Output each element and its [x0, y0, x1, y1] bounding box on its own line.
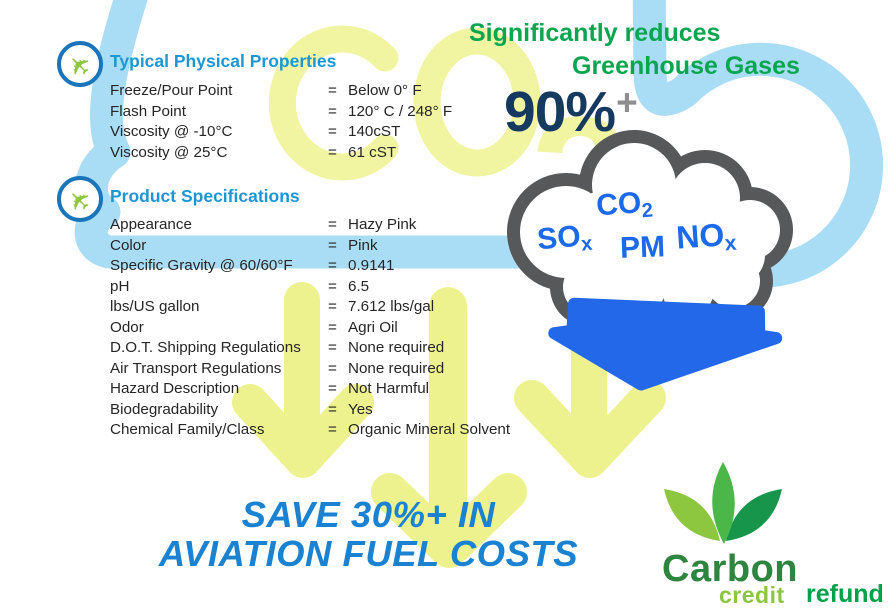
- gas-label-co2: CO2: [595, 185, 653, 225]
- spec-row: Color = Pink: [110, 236, 510, 257]
- spec-label: pH: [110, 277, 130, 295]
- equals-sign: =: [328, 257, 337, 275]
- spec-value: None required: [348, 339, 445, 357]
- spec-row: Appearance = Hazy Pink: [110, 215, 510, 236]
- stat-value: 90%: [504, 80, 616, 144]
- spec-row: lbs/US gallon = 7.612 lbs/gal: [110, 297, 510, 318]
- spec-label: Odor: [110, 318, 144, 336]
- equals-sign: =: [328, 143, 337, 161]
- stat-plus: +: [616, 82, 638, 123]
- savings-line-1: SAVE 30%+ IN: [241, 494, 496, 535]
- savings-slogan: SAVE 30%+ IN AVIATION FUEL COSTS: [116, 494, 621, 574]
- spec-row: D.O.T. Shipping Regulations = None requi…: [110, 338, 510, 359]
- physical-properties-heading: Typical Physical Properties: [110, 51, 337, 71]
- property-row: Freeze/Pour Point = Below 0° F: [110, 81, 452, 102]
- equals-sign: =: [328, 236, 337, 254]
- savings-line-2: AVIATION FUEL COSTS: [158, 532, 579, 574]
- physical-properties-table: Freeze/Pour Point = Below 0° F Flash Poi…: [110, 81, 452, 163]
- giant-letter-c: [268, 25, 399, 181]
- equals-sign: =: [328, 421, 337, 439]
- equals-sign: =: [328, 339, 337, 357]
- equals-sign: =: [328, 123, 337, 141]
- banner-line-2: Greenhouse Gases: [572, 52, 800, 80]
- equals-sign: =: [328, 400, 337, 418]
- product-specifications-heading: Product Specifications: [110, 186, 300, 206]
- plane-icon: ✈: [61, 45, 99, 83]
- spec-label: Biodegradability: [110, 400, 219, 418]
- property-value: 120° C / 248° F: [348, 102, 453, 120]
- spec-row: Biodegradability = Yes: [110, 400, 510, 421]
- spec-label: Chemical Family/Class: [110, 421, 265, 439]
- equals-sign: =: [328, 359, 337, 377]
- equals-sign: =: [328, 82, 337, 99]
- spec-value: Agri Oil: [348, 318, 398, 336]
- spec-row: Hazard Description = Not Harmful: [110, 379, 510, 400]
- leaf-right-icon: [726, 489, 782, 541]
- spec-label: Air Transport Regulations: [110, 359, 282, 377]
- gas-label-sox: SOx: [536, 219, 593, 260]
- spec-label: D.O.T. Shipping Regulations: [110, 339, 301, 357]
- spec-row: Air Transport Regulations = None require…: [110, 359, 510, 380]
- yellow-arrow-left: [232, 282, 374, 478]
- property-value: Below 0° F: [348, 82, 422, 99]
- property-label: Viscosity @ -10°C: [110, 123, 233, 141]
- spec-value: None required: [348, 359, 445, 377]
- logo-word-carbon: Carbon: [662, 548, 798, 590]
- spec-row: Specific Gravity @ 60/60°F = 0.9141: [110, 256, 510, 277]
- spec-value: Organic Mineral Solvent: [348, 421, 511, 439]
- spec-label: Hazard Description: [110, 380, 240, 398]
- gas-label-pm: PM: [620, 230, 666, 265]
- yellow-arrow-middle: [371, 287, 527, 568]
- emissions-cloud-outline: [507, 130, 793, 331]
- giant-letter-o: [413, 27, 541, 177]
- spec-value: 0.9141: [348, 257, 395, 275]
- property-label: Freeze/Pour Point: [110, 82, 233, 99]
- section-bullet-physical: ✈: [57, 41, 103, 87]
- reduction-stat: 90%+: [504, 79, 638, 145]
- spec-value: Hazy Pink: [348, 216, 417, 233]
- property-value: 140cST: [348, 123, 401, 141]
- product-specifications-table: Appearance = Hazy Pink Color = Pink Spec…: [110, 215, 510, 441]
- equals-sign: =: [328, 318, 337, 336]
- spec-label: Appearance: [110, 216, 192, 233]
- spec-row: Odor = Agri Oil: [110, 318, 510, 339]
- spec-label: Color: [110, 236, 147, 254]
- gas-labels: SOx CO2 PM NOx: [536, 185, 738, 265]
- spec-value: Pink: [348, 236, 378, 254]
- plane-icon: ✈: [61, 180, 99, 218]
- equals-sign: =: [328, 216, 337, 233]
- logo-word-refund: refund: [806, 580, 884, 608]
- section-bullet-specs: ✈: [57, 176, 103, 222]
- logo-word-credit: credit: [719, 582, 785, 608]
- spec-label: lbs/US gallon: [110, 298, 200, 316]
- blue-down-arrow: [548, 297, 783, 391]
- carbon-logo-leaves: [664, 462, 782, 544]
- spec-value: Not Harmful: [348, 380, 430, 398]
- spec-value: 7.612 lbs/gal: [348, 298, 435, 316]
- banner-line-1: Significantly reduces: [469, 19, 721, 47]
- property-label: Viscosity @ 25°C: [110, 143, 228, 161]
- property-label: Flash Point: [110, 102, 186, 120]
- property-row: Viscosity @ -10°C = 140cST: [110, 122, 452, 143]
- property-value: 61 cST: [348, 143, 397, 161]
- leaf-center-icon: [712, 462, 735, 544]
- spec-row: Chemical Family/Class = Organic Mineral …: [110, 420, 510, 441]
- spec-row: pH = 6.5: [110, 277, 510, 298]
- equals-sign: =: [328, 380, 337, 398]
- yellow-down-arrows: [232, 282, 666, 568]
- spec-value: 6.5: [348, 277, 370, 295]
- equals-sign: =: [328, 102, 337, 120]
- leaf-left-icon: [664, 489, 720, 541]
- equals-sign: =: [328, 298, 337, 316]
- spec-label: Specific Gravity @ 60/60°F: [110, 257, 293, 275]
- gas-label-nox: NOx: [675, 216, 738, 259]
- spec-value: Yes: [348, 400, 373, 418]
- equals-sign: =: [328, 277, 337, 295]
- property-row: Flash Point = 120° C / 248° F: [110, 102, 452, 123]
- property-row: Viscosity @ 25°C = 61 cST: [110, 143, 452, 164]
- emissions-cloud: SOx CO2 PM NOx: [507, 130, 793, 331]
